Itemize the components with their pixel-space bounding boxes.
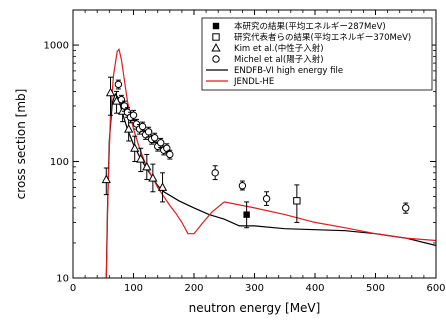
x-tick-label: 300 bbox=[245, 283, 264, 294]
y-tick-label: 1000 bbox=[44, 41, 69, 52]
data-point bbox=[129, 111, 138, 119]
data-point bbox=[144, 128, 153, 136]
data-points bbox=[101, 76, 410, 229]
data-point bbox=[293, 197, 301, 205]
x-tick-label: 200 bbox=[184, 283, 203, 294]
legend-label: 研究代表者らの結果(平均エネルギー370MeV) bbox=[234, 32, 411, 43]
data-point bbox=[142, 161, 152, 171]
data-point bbox=[238, 182, 247, 190]
legend-label: Kim et al.(中性子入射) bbox=[234, 43, 324, 54]
tick-labels: 0 100 200 300 400 500 600 10 100 1000 bbox=[44, 41, 446, 294]
legend-box bbox=[201, 17, 433, 91]
legend-marker-swatch bbox=[212, 55, 220, 63]
legend-label: ENDFB-VI high energy file bbox=[234, 66, 343, 76]
data-point bbox=[211, 169, 219, 177]
legend-label: JENDL-HE bbox=[233, 77, 274, 87]
legend-marker-swatch bbox=[212, 33, 220, 41]
data-point bbox=[166, 150, 174, 159]
data-point bbox=[150, 134, 159, 142]
data-point bbox=[101, 174, 111, 184]
legend-label: 本研究の結果(平均エネルギー287MeV) bbox=[234, 21, 386, 32]
data-point bbox=[243, 211, 250, 218]
x-tick-label: 0 bbox=[70, 283, 76, 294]
x-tick-label: 600 bbox=[426, 283, 445, 294]
legend: 本研究の結果(平均エネルギー287MeV)研究代表者らの結果(平均エネルギー37… bbox=[201, 17, 433, 91]
legend-label: Michel et al(陽子入射) bbox=[234, 54, 324, 65]
data-point bbox=[114, 80, 123, 89]
data-point bbox=[120, 102, 129, 110]
data-point bbox=[136, 154, 146, 163]
legend-marker-swatch bbox=[212, 22, 220, 30]
data-point bbox=[157, 139, 165, 147]
data-point bbox=[262, 194, 271, 203]
x-tick-label: 500 bbox=[366, 283, 385, 294]
data-point bbox=[157, 182, 168, 191]
x-tick-label: 100 bbox=[124, 283, 143, 294]
data-point bbox=[148, 173, 158, 182]
data-point bbox=[138, 122, 147, 131]
data-point bbox=[124, 124, 134, 133]
plot-frame bbox=[72, 9, 437, 279]
legend-marker-swatch bbox=[211, 42, 221, 52]
data-point bbox=[402, 204, 410, 212]
y-tick-label: 10 bbox=[56, 274, 69, 285]
x-tick-label: 400 bbox=[305, 283, 324, 294]
y-tick-label: 100 bbox=[50, 157, 69, 168]
x-axis-title: neutron energy [MeV] bbox=[189, 301, 321, 315]
y-axis-title: cross section [mb] bbox=[14, 89, 28, 200]
series-line bbox=[105, 47, 437, 279]
data-point bbox=[105, 87, 116, 97]
data-point bbox=[117, 95, 126, 104]
data-point bbox=[130, 143, 140, 152]
